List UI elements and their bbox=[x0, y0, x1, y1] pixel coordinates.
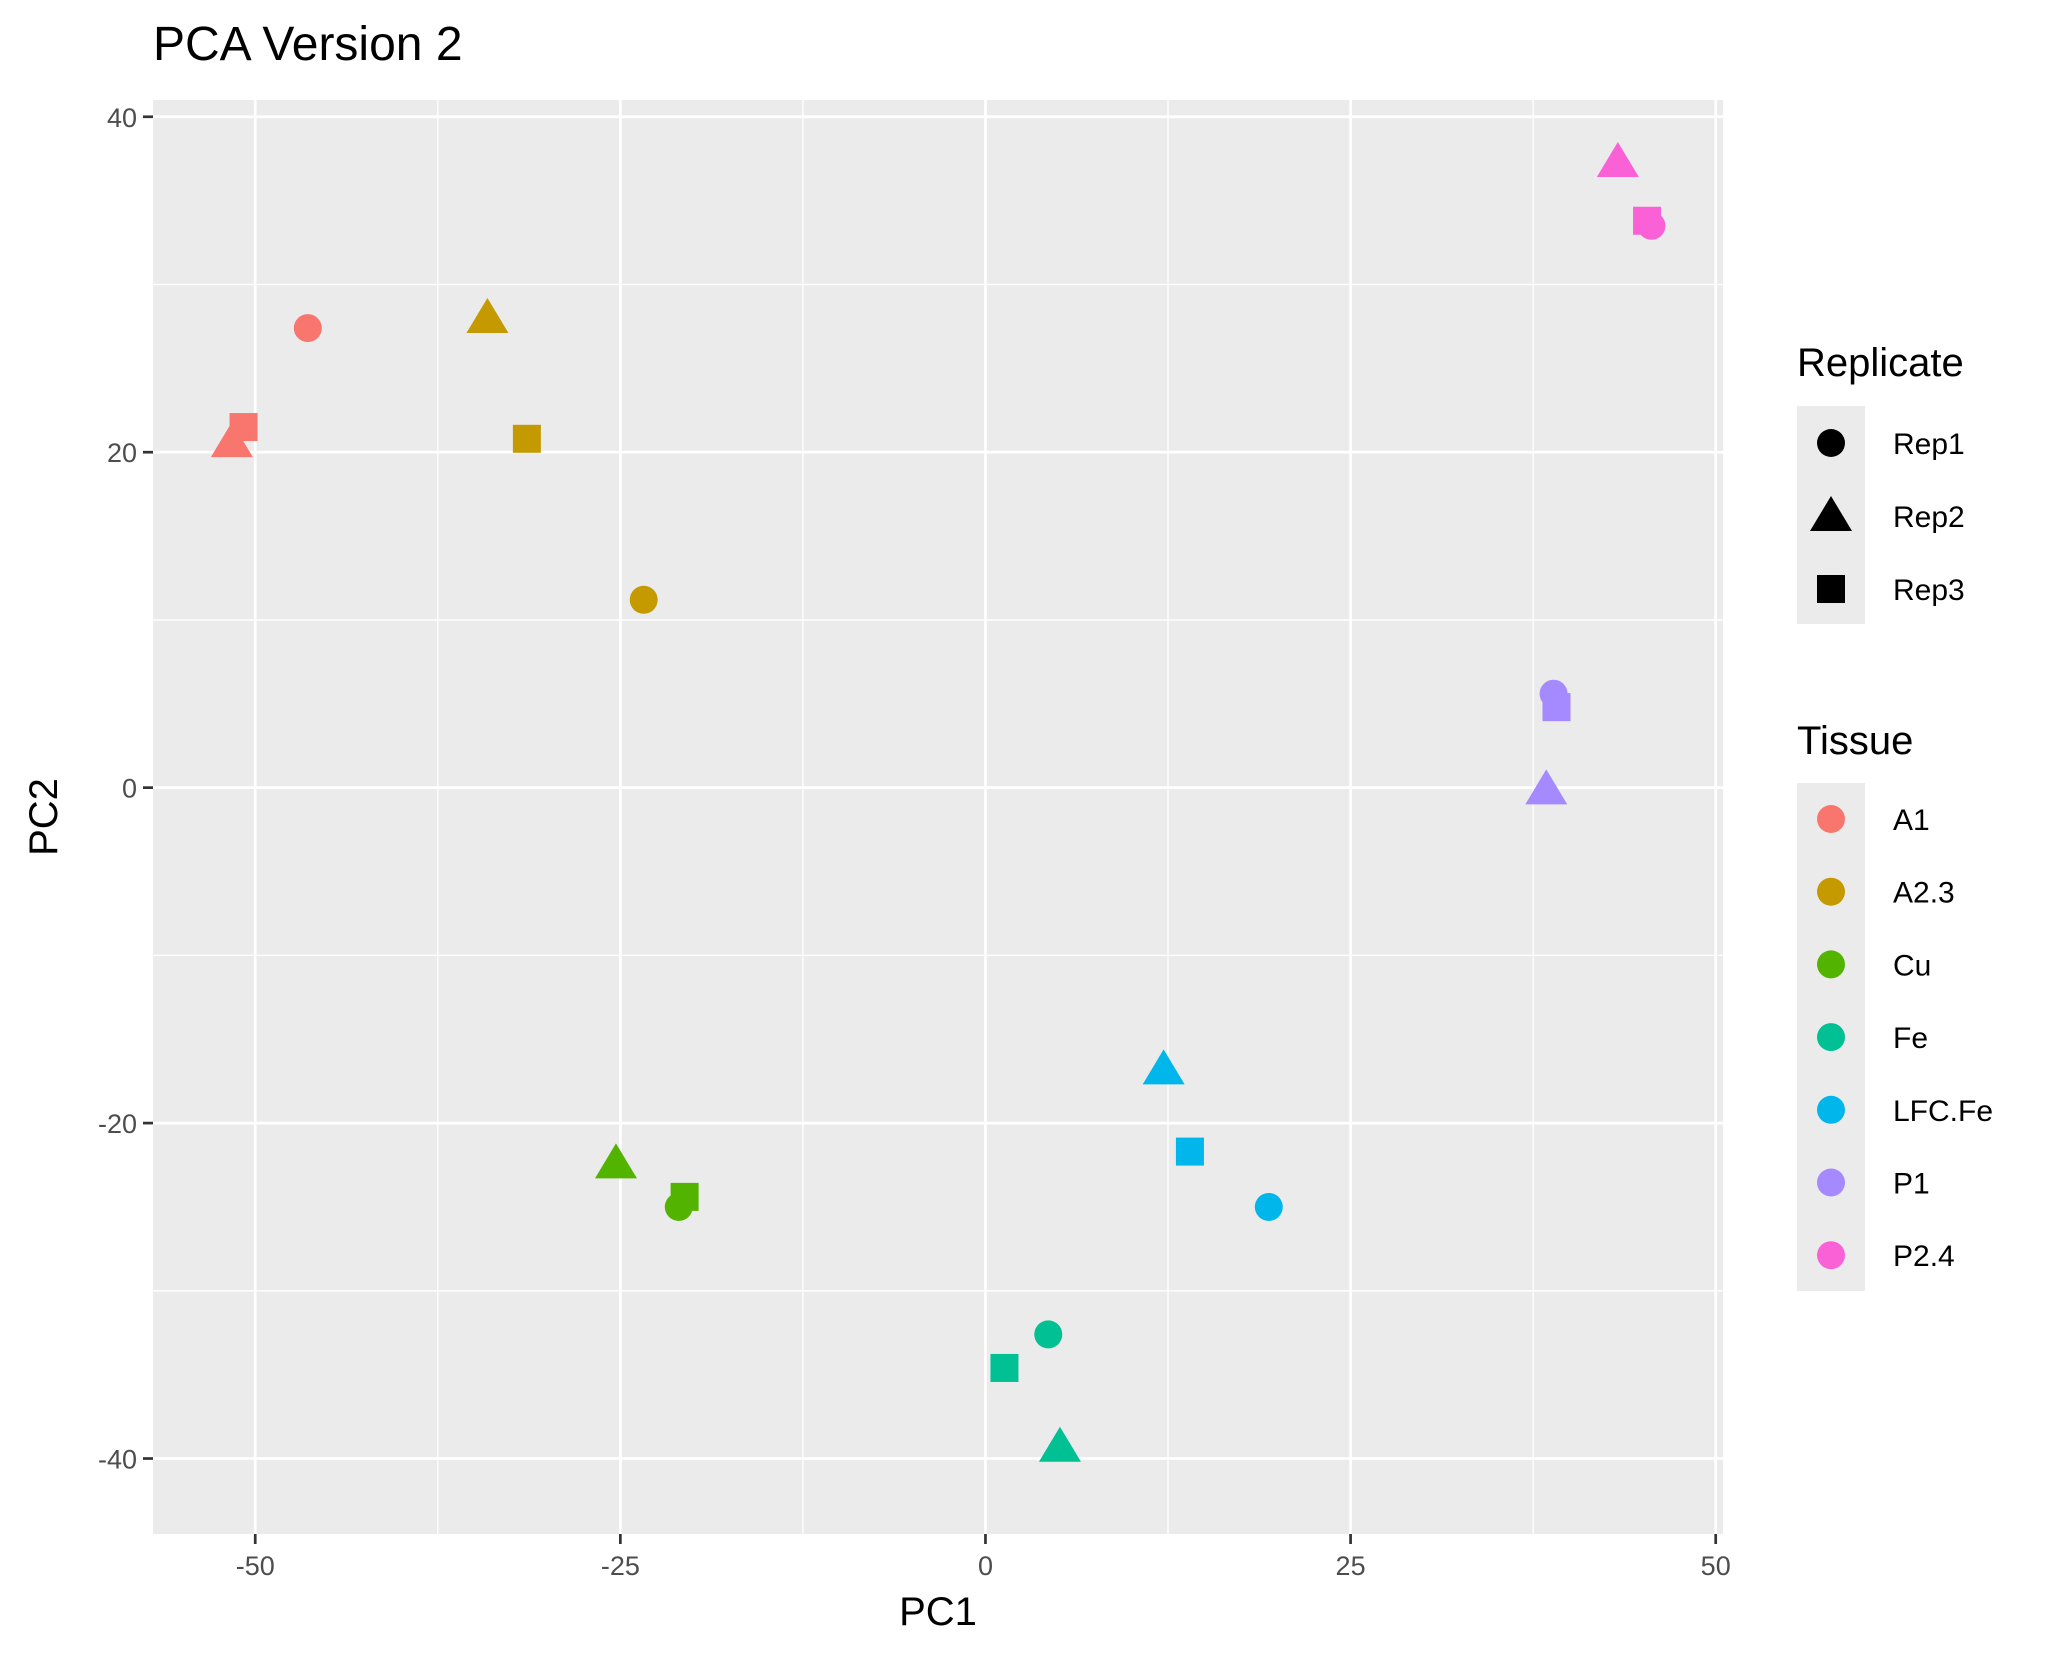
legend-key-color bbox=[1817, 805, 1845, 833]
data-point bbox=[1542, 693, 1571, 722]
legend-replicate: Replicate Rep1 Rep2 Rep3 bbox=[1797, 341, 1965, 624]
data-point bbox=[1525, 769, 1568, 805]
data-point bbox=[1633, 206, 1662, 235]
data-point bbox=[293, 314, 322, 343]
plot-panel bbox=[153, 100, 1723, 1534]
y-axis: -40 -20 0 20 40 bbox=[98, 103, 153, 1475]
x-tick-label: 50 bbox=[1701, 1551, 1731, 1581]
legend-key-color bbox=[1817, 1095, 1845, 1124]
legend-replicate-label: Rep3 bbox=[1893, 574, 1965, 607]
y-tick-label: 0 bbox=[122, 774, 137, 804]
data-point bbox=[512, 424, 541, 453]
data-point bbox=[1142, 1049, 1185, 1085]
data-point bbox=[670, 1182, 699, 1211]
y-tick-label: 40 bbox=[107, 103, 137, 133]
data-point bbox=[594, 1143, 637, 1179]
data-point bbox=[1254, 1192, 1283, 1221]
y-tick-label: 20 bbox=[107, 438, 137, 468]
legend-tissue-label: A2.3 bbox=[1893, 877, 1955, 910]
data-point bbox=[1038, 1426, 1081, 1462]
minor-gridlines bbox=[153, 100, 1723, 1534]
x-tick-label: 25 bbox=[1336, 1551, 1366, 1581]
legend-tissue-label: LFC.Fe bbox=[1893, 1095, 1993, 1128]
legend-tissue-label: Fe bbox=[1893, 1022, 1928, 1055]
data-points bbox=[210, 142, 1666, 1462]
data-point bbox=[466, 298, 509, 334]
plot-title: PCA Version 2 bbox=[153, 18, 463, 71]
legend-key-color bbox=[1817, 1241, 1845, 1270]
legend-tissue-label: P1 bbox=[1893, 1168, 1930, 1201]
legend-key-triangle bbox=[1810, 496, 1852, 531]
legend-replicate-label: Rep2 bbox=[1893, 501, 1965, 534]
data-point bbox=[229, 413, 258, 442]
legend-key-color bbox=[1817, 950, 1845, 979]
legend-tissue-label: P2.4 bbox=[1893, 1240, 1955, 1273]
legend-key-circle bbox=[1817, 429, 1845, 457]
legend-tissue-title: Tissue bbox=[1797, 719, 1913, 763]
major-gridlines bbox=[153, 100, 1723, 1534]
data-point bbox=[1596, 142, 1639, 178]
y-tick-label: -40 bbox=[98, 1445, 137, 1475]
x-tick-label: -50 bbox=[236, 1551, 275, 1581]
legend-tissue-label: Cu bbox=[1893, 949, 1931, 982]
legend-key-color bbox=[1817, 1023, 1845, 1052]
x-tick-label: -25 bbox=[601, 1551, 640, 1581]
data-point bbox=[1175, 1137, 1204, 1166]
y-axis-title: PC2 bbox=[22, 778, 66, 856]
legend-tissue-label: A1 bbox=[1893, 804, 1930, 837]
legend-key-color bbox=[1817, 1168, 1845, 1197]
data-point bbox=[1034, 1320, 1063, 1349]
x-tick-label: 0 bbox=[978, 1551, 993, 1581]
legend-replicate-title: Replicate bbox=[1797, 341, 1964, 385]
legend-key-square bbox=[1817, 575, 1845, 603]
legend-replicate-label: Rep1 bbox=[1893, 428, 1965, 461]
x-axis: -50 -25 0 25 50 bbox=[236, 1534, 1731, 1581]
x-axis-title: PC1 bbox=[899, 1590, 977, 1634]
y-tick-label: -20 bbox=[98, 1109, 137, 1139]
data-point bbox=[629, 585, 658, 614]
data-point bbox=[990, 1353, 1019, 1382]
legend-key-color bbox=[1817, 877, 1845, 906]
legend-tissue: Tissue A1 A2.3 Cu Fe LFC.Fe P1 P2.4 bbox=[1797, 719, 1993, 1291]
